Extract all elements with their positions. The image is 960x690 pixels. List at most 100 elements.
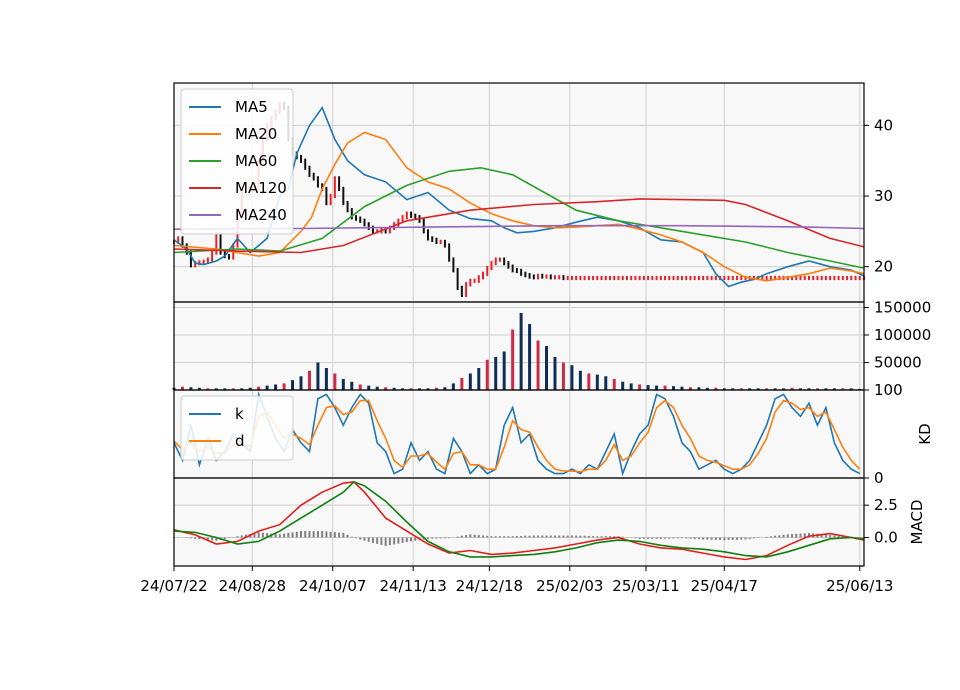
macd-hist-222	[642, 537, 645, 539]
macd-hist-274	[752, 537, 755, 539]
candle-93	[566, 275, 569, 281]
macd-hist-160	[511, 536, 514, 538]
candle-161	[854, 275, 857, 281]
macd-hist-246	[693, 537, 696, 539]
volume-bar-13	[282, 383, 286, 390]
candle-72	[477, 275, 480, 283]
volume-bar-72	[782, 388, 786, 390]
macd-hist-8	[189, 537, 192, 539]
macd-hist-32	[240, 535, 243, 538]
candle-77	[498, 257, 501, 262]
macd-hist-316	[841, 536, 844, 538]
candle-31	[304, 158, 307, 170]
candle-110	[638, 275, 641, 281]
volume-bar-79	[841, 388, 845, 390]
candle-109	[634, 275, 637, 281]
candle-100	[596, 275, 599, 281]
macd-hist-122	[431, 537, 434, 539]
macd-hist-96	[376, 537, 379, 544]
volume-bar-58	[663, 385, 667, 390]
candle-43	[355, 215, 358, 221]
candle-142	[774, 275, 777, 281]
macd-hist-100	[384, 537, 387, 546]
macd-hist-228	[655, 537, 658, 539]
candle-82	[520, 268, 523, 276]
candle-159	[846, 275, 849, 281]
macd-hist-196	[587, 535, 590, 538]
macd-hist-194	[583, 535, 586, 538]
candle-70	[469, 278, 472, 287]
volume-bar-50	[595, 374, 599, 390]
macd-hist-16	[206, 537, 209, 540]
macd-hist-256	[714, 537, 717, 540]
candle-78	[503, 257, 506, 266]
macd-hist-12	[198, 537, 201, 540]
macd-hist-152	[494, 536, 497, 538]
xtick-label-3: 24/11/13	[379, 577, 446, 595]
macd-hist-140	[469, 534, 472, 538]
candle-63	[439, 239, 442, 245]
price-series-MA20	[173, 131, 865, 282]
candle-95	[575, 275, 578, 281]
macd-hist-284	[774, 535, 777, 538]
macd-hist-188	[570, 535, 573, 538]
macd-hist-88	[359, 537, 362, 540]
candle-106	[621, 275, 624, 281]
candle-42	[350, 208, 353, 220]
volume-bar-10	[257, 386, 261, 390]
volume-bar-4	[206, 388, 210, 390]
candle-148	[799, 275, 802, 281]
candle-113	[651, 275, 654, 281]
volume-bar-19	[333, 373, 337, 390]
macd-hist-102	[388, 537, 391, 546]
candle-87	[541, 273, 544, 279]
volume-bar-21	[350, 381, 354, 390]
macd-hist-124	[435, 537, 438, 539]
price-legend-label-1: MA20	[235, 125, 277, 143]
candle-69	[465, 282, 468, 298]
volume-bar-40	[511, 329, 515, 390]
xtick-label-4: 24/12/18	[456, 577, 523, 595]
volume-bar-41	[519, 313, 523, 390]
macd-hist-52	[283, 533, 286, 538]
macd-hist-294	[795, 533, 798, 538]
candle-151	[812, 275, 815, 281]
volume-bar-44	[545, 346, 549, 390]
candle-139	[761, 275, 764, 281]
volume-bar-48	[578, 370, 582, 390]
volume-bar-26	[392, 387, 396, 390]
macd-hist-272	[748, 537, 751, 539]
macd-hist-174	[541, 535, 544, 538]
macd-hist-248	[697, 537, 700, 540]
candle-98	[587, 275, 590, 281]
volume-ytick-label-0: 50000	[874, 354, 922, 372]
macd-hist-286	[778, 535, 781, 538]
candle-13	[228, 253, 231, 260]
candle-65	[448, 243, 451, 262]
candle-56	[410, 211, 413, 218]
volume-bar-76	[815, 388, 819, 390]
volume-bar-59	[672, 386, 676, 390]
macd-hist-290	[786, 534, 789, 538]
volume-bar-27	[401, 388, 405, 390]
macd-hist-162	[515, 536, 518, 538]
volume-bar-74	[799, 388, 803, 390]
macd-hist-270	[744, 537, 747, 540]
candle-99	[592, 275, 595, 281]
macd-hist-78	[338, 532, 341, 538]
macd-hist-244	[689, 537, 692, 539]
volume-bar-29	[418, 388, 422, 390]
candle-97	[583, 275, 586, 281]
volume-ytick-label-2: 150000	[874, 299, 931, 317]
volume-bar-60	[680, 386, 684, 390]
candle-55	[405, 211, 408, 220]
volume-bar-75	[807, 388, 811, 390]
macd-hist-144	[477, 535, 480, 538]
price-ytick-label-1: 30	[874, 187, 893, 205]
candle-88	[545, 274, 548, 279]
price-series-MA120	[173, 198, 865, 254]
candle-85	[532, 274, 535, 280]
candle-34	[316, 176, 319, 188]
macd-hist-74	[329, 531, 332, 538]
candle-132	[731, 275, 734, 281]
